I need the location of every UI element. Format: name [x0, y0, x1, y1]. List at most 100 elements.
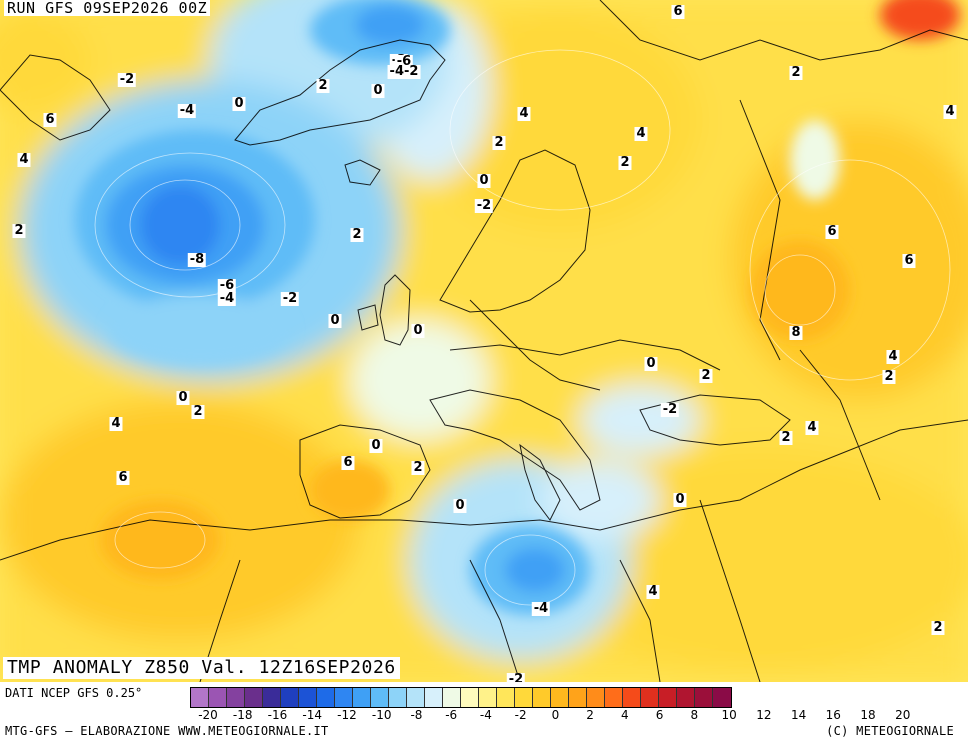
color-scale-tick-label: -18	[232, 708, 253, 722]
color-scale-swatch	[389, 688, 407, 707]
isoline-value-label: 2	[411, 460, 425, 475]
isoline-value-label: 6	[825, 224, 839, 239]
isoline-value-label: 2	[316, 78, 330, 93]
color-scale-swatch	[713, 688, 731, 707]
isoline-value-label: 0	[371, 83, 385, 98]
isoline-value-label: 0	[328, 313, 342, 328]
color-scale-tick-label: 8	[690, 708, 699, 722]
isoline-value-label: 6	[671, 4, 685, 19]
isoline-value-label: 2	[12, 223, 26, 238]
color-scale-swatch	[497, 688, 515, 707]
run-label: RUN GFS 09SEP2026 00Z	[4, 0, 211, 16]
color-scale-tick-label: -14	[302, 708, 323, 722]
color-scale-tick-label: -6	[445, 708, 458, 722]
isoline-value-label: 2	[882, 369, 896, 384]
isoline-value-label: 0	[369, 438, 383, 453]
footer-copyright: (C) METEOGIORNALE	[826, 724, 954, 738]
isoline-value-label: -4	[177, 103, 197, 118]
map-title: TMP ANOMALY Z850 Val. 12Z16SEP2026	[3, 657, 400, 679]
color-scale-tick-label: 18	[860, 708, 876, 722]
color-scale-swatch	[353, 688, 371, 707]
color-scale-swatch	[587, 688, 605, 707]
isoline-value-label: 2	[699, 368, 713, 383]
isoline-value-label: 6	[341, 455, 355, 470]
color-scale-swatch	[515, 688, 533, 707]
isoline-value-label: 4	[943, 104, 957, 119]
color-scale-swatch	[623, 688, 641, 707]
isoline-value-label: 2	[618, 155, 632, 170]
color-scale-swatch	[263, 688, 281, 707]
color-scale-swatch	[281, 688, 299, 707]
isoline-value-label: -4	[531, 601, 551, 616]
isoline-value-label: -2	[280, 291, 300, 306]
color-scale-swatch	[425, 688, 443, 707]
isoline-value-label: 4	[634, 126, 648, 141]
isoline-value-label: -2	[474, 198, 494, 213]
color-scale-tick-label: 10	[721, 708, 737, 722]
color-scale-swatch	[371, 688, 389, 707]
color-scale-tick-label: 2	[586, 708, 594, 722]
isoline-value-label: 4	[646, 584, 660, 599]
color-scale-swatch	[551, 688, 569, 707]
color-scale-swatch	[461, 688, 479, 707]
isoline-value-label: 6	[43, 112, 57, 127]
isoline-value-label: 0	[411, 323, 425, 338]
isoline-value-label: -4	[217, 291, 237, 306]
isoline-value-label: 2	[492, 135, 506, 150]
isoline-value-label: 2	[931, 620, 945, 635]
color-scale-tick-label: -12	[337, 708, 357, 722]
color-scale-tick-label: 12	[756, 708, 772, 722]
color-scale-tick-label: -16	[267, 708, 288, 722]
isoline-value-label: 2	[191, 404, 205, 419]
color-scale-tick-label: 0	[551, 708, 560, 722]
isoline-value-label: 6	[902, 253, 916, 268]
isoline-value-label: 4	[109, 416, 123, 431]
color-scale-tick-label: -8	[410, 708, 423, 722]
isoline-value-label: 4	[517, 106, 531, 121]
color-scale-bar	[190, 687, 732, 708]
color-scale-tick-label: 14	[790, 708, 807, 722]
isoline-value-label: -8	[187, 252, 207, 267]
color-scale-tick-label: -4	[479, 708, 492, 722]
color-scale-tick-label: 4	[621, 708, 629, 722]
isoline-value-label: 0	[176, 390, 190, 405]
data-source: DATI NCEP GFS 0.25°	[5, 686, 143, 700]
color-scale-swatch	[191, 688, 209, 707]
color-scale-swatch	[533, 688, 551, 707]
isoline-value-label: 2	[350, 227, 364, 242]
color-scale-swatch	[443, 688, 461, 707]
isoline-value-label: 2	[779, 430, 793, 445]
isoline-value-label: 6	[116, 470, 130, 485]
isoline-value-label: -4-2	[387, 64, 421, 79]
isoline-value-label: 4	[805, 420, 819, 435]
color-scale-tick-label: -20	[198, 708, 218, 722]
color-scale-swatch	[641, 688, 659, 707]
isoline-value-label: 2	[789, 65, 803, 80]
isoline-value-label: -6	[217, 278, 237, 293]
isoline-value-label: 4	[886, 349, 900, 364]
isoline-value-label: 0	[673, 492, 687, 507]
color-scale-swatch	[605, 688, 623, 707]
isoline-value-label: -2	[660, 402, 680, 417]
temperature-anomaly-map	[0, 0, 968, 682]
color-scale-swatch	[407, 688, 425, 707]
color-scale-swatch	[695, 688, 713, 707]
color-scale-swatch	[569, 688, 587, 707]
isoline-value-label: 8	[789, 325, 803, 340]
isoline-value-label: 0	[453, 498, 467, 513]
color-scale-tick-label: -2	[514, 708, 527, 722]
color-scale-tick-label: 6	[655, 708, 664, 722]
color-scale-swatch	[659, 688, 677, 707]
isoline-value-label: 0	[477, 173, 491, 188]
color-scale-swatch	[317, 688, 335, 707]
color-scale-swatch	[209, 688, 227, 707]
isoline-value-label: 0	[644, 356, 658, 371]
color-scale-swatch	[677, 688, 695, 707]
color-scale-tick-label: 16	[825, 708, 841, 722]
color-scale-swatch	[245, 688, 263, 707]
color-scale-tick-label: 20	[895, 708, 911, 722]
footer-credit: MTG-GFS — ELABORAZIONE WWW.METEOGIORNALE…	[5, 724, 329, 738]
color-scale-swatch	[299, 688, 317, 707]
color-scale-swatch	[227, 688, 245, 707]
isoline-value-label: 0	[232, 96, 246, 111]
